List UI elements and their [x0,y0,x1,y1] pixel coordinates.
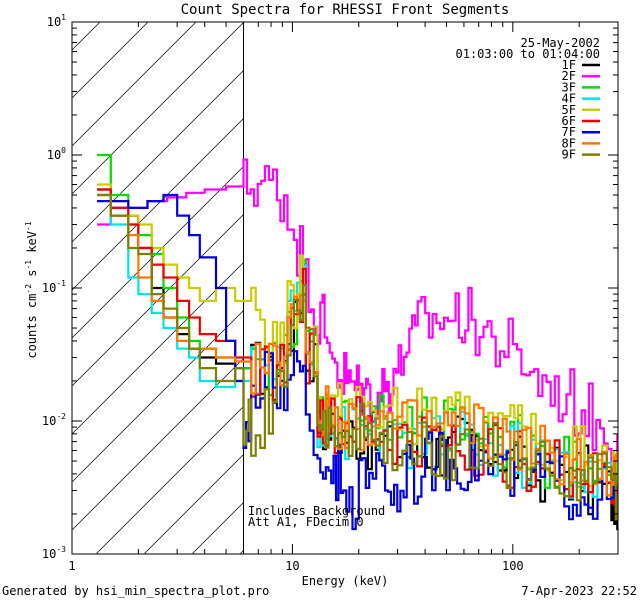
annotation-line-2: Att A1, FDecim 0 [248,515,364,529]
legend-label-9F: 9F [562,148,576,162]
hatch-line [72,357,244,531]
series-6F [97,188,618,511]
y-tick-label: 10-1 [42,279,66,295]
series-7F [97,193,618,531]
legend-date: 25-May-2002 [521,36,600,50]
series-5F [97,183,618,501]
x-tick-label: 100 [502,559,524,573]
y-tick-label: 10-3 [42,545,66,561]
hatch-line [72,22,197,147]
legend-label-6F: 6F [562,114,576,128]
footer-timestamp: 7-Apr-2023 22:52 [521,584,637,598]
legend-label-3F: 3F [562,80,576,94]
legend-label-8F: 8F [562,136,576,150]
hatch-line [72,309,244,483]
hatch-line [72,22,149,99]
hatch-line [95,405,244,554]
legend-label-7F: 7F [562,125,576,139]
hatch-line [72,22,244,195]
legend-label-1F: 1F [562,58,576,72]
hatch-line [72,165,244,339]
legend-label-2F: 2F [562,69,576,83]
hatch-line [0,0,120,554]
y-axis-label: counts cm-2 s-1 keV-1 [24,221,39,358]
series-9F [97,193,618,521]
legend-time-range: 01:03:00 to 01:04:00 [456,47,601,61]
series-2F [97,158,618,471]
annotation-line-1: Includes Background [248,504,385,518]
legend-label-4F: 4F [562,92,576,106]
x-axis-label: Energy (keV) [302,574,389,588]
chart-title: Count Spectra for RHESSI Front Segments [181,2,510,18]
x-tick-label: 1 [68,559,75,573]
x-tick-label: 10 [285,559,299,573]
hatch-line [72,117,244,291]
hatch-line [72,213,244,387]
legend-label-5F: 5F [562,103,576,117]
y-tick-label: 10-2 [42,412,66,428]
y-tick-label: 100 [47,146,66,162]
footer-generated-by: Generated by hsi_min_spectra_plot.pro [2,584,269,598]
y-tick-label: 101 [47,13,66,29]
